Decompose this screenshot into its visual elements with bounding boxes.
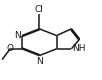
Text: NH: NH xyxy=(72,44,86,53)
Text: N: N xyxy=(14,31,21,40)
Text: O: O xyxy=(7,44,14,53)
Text: Cl: Cl xyxy=(35,5,44,14)
Text: N: N xyxy=(36,57,43,66)
